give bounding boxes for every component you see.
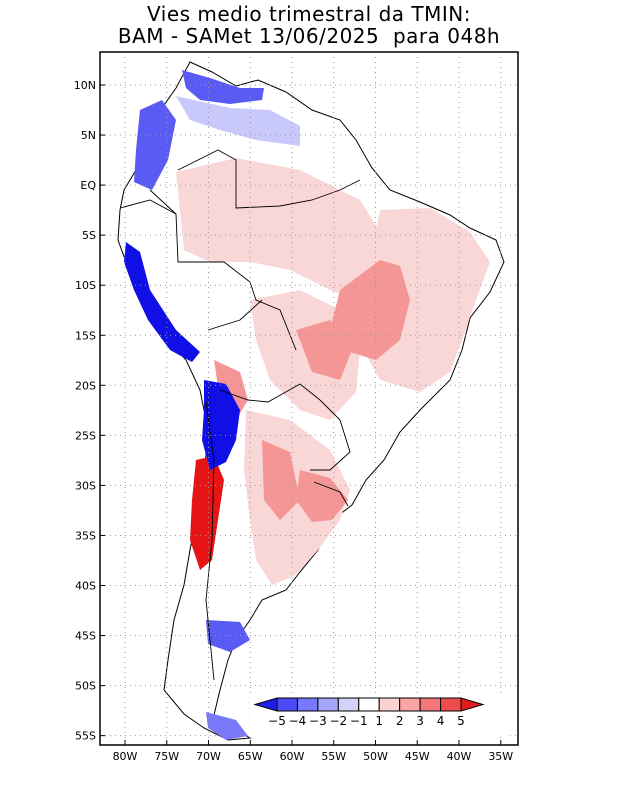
lon-tick-label: 60W [280, 750, 305, 763]
colorbar-label: 5 [457, 714, 465, 728]
colorbar-label: −5 [268, 714, 286, 728]
longitude-axis: 80W 75W 70W 65W 60W 55W 50W 45W 40W 35W [113, 740, 513, 763]
lat-tick-label: 35S [75, 529, 96, 542]
lat-tick-label: 30S [75, 479, 96, 492]
lat-tick-label: 15S [75, 329, 96, 342]
country-borders [119, 149, 361, 681]
border-peru-brazil-bolivia [149, 189, 297, 351]
bias-strong-blue-chile [202, 380, 240, 470]
colorbar-box [419, 697, 442, 712]
colorbar-label: −2 [329, 714, 347, 728]
bias-light-blue-venezuela [176, 96, 300, 146]
lon-tick-label: 75W [154, 750, 179, 763]
lon-tick-label: 45W [405, 750, 430, 763]
colorbar-box [296, 697, 319, 712]
lat-tick-label: 45S [75, 630, 96, 643]
colorbar-box [440, 697, 462, 712]
lat-tick-label: 20S [75, 379, 96, 392]
bias-mid-blue-colombia [134, 100, 176, 190]
border-colombia-venezuela-brazil [177, 149, 361, 209]
bias-mid-blue-tierra-del-fuego [206, 712, 248, 740]
lat-tick-label: 5N [81, 129, 96, 142]
lat-tick-label: 5S [82, 229, 96, 242]
colorbar-label: 4 [437, 714, 445, 728]
colorbar-box [276, 697, 298, 712]
colorbar-label: 2 [396, 714, 404, 728]
bias-mid-blue-caribbean [182, 70, 264, 104]
lon-tick-label: 70W [196, 750, 221, 763]
colorbar-label: −4 [289, 714, 307, 728]
border-ecuador [119, 199, 177, 215]
colorbar-box [317, 697, 339, 712]
lat-tick-label: 10N [74, 79, 96, 92]
colorbar-box [399, 697, 421, 712]
bias-mid-red-pampa [262, 440, 300, 520]
lat-tick-label: EQ [80, 179, 96, 192]
lat-tick-label: 55S [75, 730, 96, 743]
border-peru-bolivia [207, 299, 263, 331]
lon-tick-label: 35W [488, 750, 513, 763]
border-uruguay [313, 481, 349, 507]
latitude-axis: 10N 5N EQ 5S 10S 15S 20S 25S 30S 35S 40S 45S 50S 55S [74, 79, 105, 743]
lat-tick-label: 10S [75, 279, 96, 292]
colorbar-label: 1 [375, 714, 383, 728]
border-bolivia-argentina-paraguay [219, 383, 321, 403]
colorbar-legend: −5 −4 −3 −2 −1 1 2 3 4 5 [250, 696, 510, 736]
lat-lon-grid [100, 52, 518, 745]
colorbar-box [358, 697, 380, 712]
colorbar-arrow-right [460, 697, 485, 712]
border-paraguay-brazil-uruguay [310, 399, 351, 471]
bias-mid-red-andes-north [214, 360, 248, 420]
colorbar-box [337, 697, 360, 712]
bias-mid-blue-patagonia [206, 620, 250, 652]
colorbar-label: −3 [309, 714, 327, 728]
bias-mid-red-plata [296, 470, 348, 522]
border-chile-argentina [205, 401, 215, 681]
lon-tick-label: 55W [321, 750, 346, 763]
map-title-line1: Vies medio trimestral da TMIN: [147, 2, 471, 26]
lat-tick-label: 25S [75, 429, 96, 442]
bias-strong-blue-peru [124, 242, 200, 362]
lon-tick-label: 50W [363, 750, 388, 763]
lat-tick-label: 40S [75, 580, 96, 593]
lon-tick-label: 80W [113, 750, 138, 763]
lon-tick-label: 65W [238, 750, 263, 763]
lon-tick-label: 40W [447, 750, 472, 763]
map-title-line2: BAM - SAMet 13/06/2025 para 048h [117, 24, 501, 48]
colorbar-label: −1 [350, 714, 368, 728]
colorbar-box [378, 697, 401, 712]
lat-tick-label: 50S [75, 680, 96, 693]
map-frame [99, 51, 519, 746]
colorbar-label: 3 [416, 714, 424, 728]
bias-strong-red-andes [190, 456, 224, 570]
